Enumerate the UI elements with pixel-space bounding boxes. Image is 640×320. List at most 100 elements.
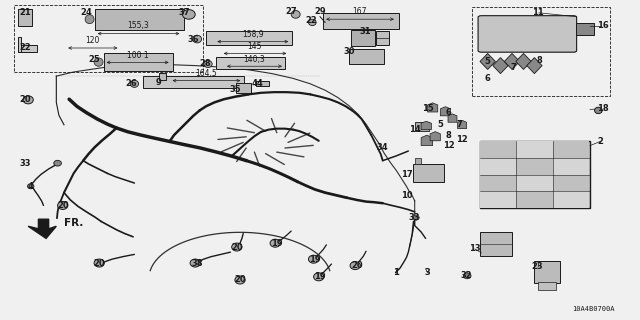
Text: 140,3: 140,3 [243,55,265,64]
Text: 16: 16 [597,21,609,30]
Text: 25: 25 [89,55,100,64]
Text: 18: 18 [597,104,609,113]
Ellipse shape [204,60,212,68]
FancyBboxPatch shape [478,16,577,52]
Bar [480,232,512,256]
Bar [553,141,589,158]
Text: 35: 35 [230,85,241,94]
Ellipse shape [595,107,602,114]
Ellipse shape [190,259,200,267]
Text: 5: 5 [484,57,491,66]
Bar [516,158,553,175]
Ellipse shape [58,202,68,209]
Bar [472,7,610,96]
Bar [480,158,516,175]
Bar [480,175,516,191]
Ellipse shape [85,15,94,24]
Text: 12: 12 [444,141,455,150]
Text: 29: 29 [314,7,326,16]
Ellipse shape [308,19,316,26]
Bar [256,81,269,86]
Bar [159,73,166,80]
Bar [216,57,285,69]
Text: 8: 8 [536,56,541,65]
Ellipse shape [94,58,103,66]
Ellipse shape [182,10,195,19]
Bar [18,37,21,52]
Text: 19: 19 [314,272,326,281]
Bar [104,53,173,71]
Ellipse shape [314,273,324,281]
Text: 23: 23 [532,262,543,271]
Bar [516,175,553,191]
Bar [553,158,589,175]
Bar [553,175,589,191]
Polygon shape [430,132,440,141]
Bar [413,164,444,182]
Polygon shape [440,107,451,116]
Bar [516,191,553,208]
Bar [480,17,575,51]
Text: 26: 26 [125,79,137,88]
Bar [480,191,516,208]
Ellipse shape [270,239,280,247]
Ellipse shape [308,255,319,263]
Text: 19: 19 [271,239,282,248]
Polygon shape [516,53,531,69]
Text: 2: 2 [597,137,604,146]
Bar [376,31,389,45]
Bar [95,9,184,30]
Polygon shape [448,114,457,122]
Text: 33: 33 [409,213,420,222]
Bar [534,261,560,283]
Polygon shape [504,53,520,69]
Text: 15: 15 [422,104,433,113]
Text: 21: 21 [20,8,31,17]
Bar [351,30,375,46]
Bar [553,191,589,208]
Ellipse shape [23,96,33,104]
Ellipse shape [131,80,139,87]
Text: 155,3: 155,3 [127,21,149,30]
Bar [206,31,292,45]
Text: 20: 20 [57,201,68,210]
Ellipse shape [28,184,34,189]
Text: 1: 1 [392,268,399,277]
Text: 20: 20 [231,243,243,252]
Ellipse shape [413,215,419,220]
Bar [236,83,251,93]
Bar [415,122,429,131]
Text: 100 1: 100 1 [127,51,148,60]
Text: 13: 13 [469,244,481,253]
Text: 34: 34 [377,143,388,152]
Text: 20: 20 [20,95,31,104]
Bar [18,45,37,52]
Text: 20: 20 [351,261,363,270]
Polygon shape [28,219,56,238]
Bar [14,5,203,72]
Text: 6: 6 [484,74,491,83]
Ellipse shape [94,259,104,267]
Ellipse shape [232,243,242,251]
Text: 44: 44 [252,79,263,88]
Text: 5: 5 [437,120,444,129]
Ellipse shape [350,262,360,269]
Bar [480,141,516,158]
Text: 36: 36 [188,35,199,44]
Ellipse shape [54,160,61,166]
Text: 120: 120 [86,36,100,45]
Text: 3: 3 [425,268,430,277]
Text: 38: 38 [191,259,203,268]
Text: 10A4B0700A: 10A4B0700A [572,306,614,312]
Text: 164,5: 164,5 [195,69,217,78]
Text: 4: 4 [28,182,34,191]
Text: 20: 20 [93,259,105,268]
Text: 19: 19 [309,255,321,264]
Text: 8: 8 [445,131,451,140]
Polygon shape [428,103,438,112]
Bar [349,49,384,64]
Text: 22: 22 [20,44,31,52]
Polygon shape [421,121,431,130]
Text: 33: 33 [20,159,31,168]
Text: 30: 30 [343,47,355,56]
